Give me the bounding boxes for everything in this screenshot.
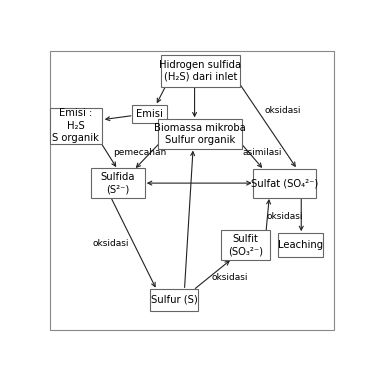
Text: Emisi: Emisi	[136, 109, 163, 119]
Text: Emisi :
H₂S
S organik: Emisi : H₂S S organik	[52, 108, 99, 143]
Text: oksidasi: oksidasi	[92, 239, 129, 248]
Text: Sulfur (S): Sulfur (S)	[151, 295, 197, 305]
Text: Leaching: Leaching	[278, 240, 323, 250]
FancyBboxPatch shape	[132, 105, 167, 123]
FancyBboxPatch shape	[161, 55, 239, 87]
Text: oksidasi: oksidasi	[212, 273, 248, 282]
Text: asimilasi: asimilasi	[243, 148, 282, 157]
Text: Sulfit
(SO₃²⁻): Sulfit (SO₃²⁻)	[228, 234, 263, 256]
FancyBboxPatch shape	[158, 119, 242, 149]
Text: pemecahan: pemecahan	[113, 148, 166, 157]
FancyBboxPatch shape	[91, 168, 145, 198]
Text: oksidasi: oksidasi	[267, 212, 303, 221]
Text: Biomassa mikroba
Sulfur organik: Biomassa mikroba Sulfur organik	[154, 123, 246, 145]
Text: Hidrogen sulfida
(H₂S) dari inlet: Hidrogen sulfida (H₂S) dari inlet	[159, 59, 242, 82]
FancyBboxPatch shape	[253, 169, 316, 197]
FancyBboxPatch shape	[278, 233, 323, 257]
Text: oksidasi: oksidasi	[265, 106, 301, 115]
FancyBboxPatch shape	[50, 107, 102, 144]
FancyBboxPatch shape	[221, 230, 270, 260]
FancyBboxPatch shape	[150, 289, 198, 310]
Text: Sulfat (SO₄²⁻): Sulfat (SO₄²⁻)	[251, 178, 318, 188]
Text: Sulfida
(S²⁻): Sulfida (S²⁻)	[101, 172, 135, 194]
